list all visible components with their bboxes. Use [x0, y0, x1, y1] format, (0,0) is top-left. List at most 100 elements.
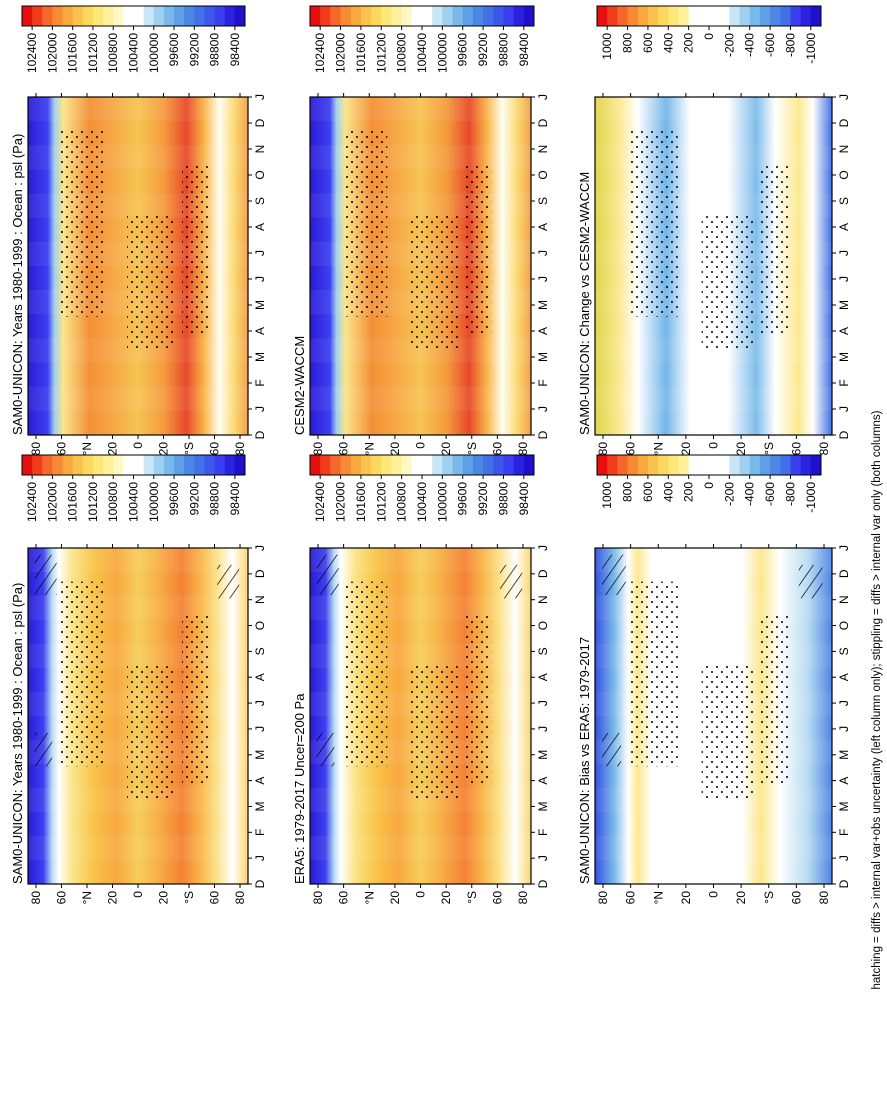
- panel-p1: 102400 102000 101600 101200 100800 100400 1000…: [10, 454, 267, 904]
- month-tick-label: F: [536, 379, 550, 386]
- colorbar-swatch: [371, 455, 382, 475]
- colorbar-swatch: [310, 455, 321, 475]
- stippling-region: [701, 215, 754, 351]
- month-tick-label: M: [837, 352, 851, 362]
- month-tick-label: O: [536, 170, 550, 179]
- month-tick-label: A: [253, 327, 267, 335]
- month-tick-label: S: [536, 197, 550, 205]
- colorbar-label: -400: [743, 482, 757, 506]
- colorbar-label: 99200: [476, 33, 490, 67]
- month-tick-label: D: [253, 430, 267, 439]
- colorbar-swatch: [617, 6, 628, 26]
- month-tick-label: J: [837, 276, 851, 282]
- lat-tick-label: 80: [311, 442, 325, 456]
- colorbar-swatch: [401, 6, 413, 26]
- colorbar-swatch: [678, 455, 690, 475]
- lat-tick-label: 20: [388, 891, 402, 905]
- colorbar-swatch: [523, 6, 535, 26]
- plot-p5: 80 60 °N 20 0 20 °S 60 80 D J F M A M J J A S O N D J SAM0-UNIC…: [577, 544, 851, 904]
- colorbar-swatch: [790, 6, 802, 26]
- colorbar-label: 101200: [374, 33, 388, 73]
- lat-tick-label: 60: [490, 891, 504, 905]
- colorbar-swatch: [513, 6, 525, 26]
- lat-tick-label: 80: [29, 442, 43, 456]
- colorbar-swatch: [729, 6, 740, 26]
- stippling-region: [127, 665, 176, 800]
- lat-tick-label: °S: [762, 891, 776, 904]
- colorbar-swatch: [62, 455, 74, 475]
- colorbar-swatch: [698, 455, 710, 475]
- colorbar-swatch: [22, 6, 33, 26]
- colorbar-swatch: [72, 455, 84, 475]
- colorbar-swatch: [32, 6, 43, 26]
- colorbar-swatch: [442, 455, 453, 475]
- stippling-region: [343, 581, 388, 767]
- colorbar-swatch: [627, 455, 639, 475]
- colorbar-label: 102000: [45, 33, 59, 73]
- stippling-region: [760, 164, 790, 334]
- hatching-region: [602, 732, 622, 767]
- colorbar-swatch: [72, 6, 84, 26]
- month-tick-label: J: [253, 250, 267, 256]
- lat-tick-label: 80: [596, 442, 610, 456]
- lat-tick-label: 0: [414, 442, 428, 449]
- stippling-region: [630, 581, 678, 767]
- month-tick-label: D: [837, 879, 851, 888]
- colorbar-label: 101200: [86, 482, 100, 522]
- colorbar-label: 99200: [187, 482, 201, 516]
- colorbar-label: -400: [743, 33, 757, 57]
- month-tick-label: J: [536, 545, 550, 551]
- month-tick-label: F: [253, 379, 267, 386]
- colorbar-label: 800: [621, 33, 635, 53]
- colorbar-label: 102400: [313, 33, 327, 73]
- colorbar-swatch: [709, 6, 720, 26]
- month-tick-label: J: [536, 406, 550, 412]
- hatching-region: [34, 732, 53, 767]
- lat-tick-label: 60: [490, 442, 504, 456]
- colorbar-label: 200: [682, 482, 696, 502]
- month-tick-label: F: [837, 829, 851, 836]
- colorbar-swatch: [759, 455, 771, 475]
- month-tick-label: J: [253, 94, 267, 100]
- month-tick-label: N: [536, 595, 550, 604]
- colorbar-swatch: [790, 455, 802, 475]
- colorbar-swatch: [749, 6, 761, 26]
- colorbar-swatch: [174, 455, 185, 475]
- colorbar-swatch: [607, 455, 618, 475]
- month-tick-label: J: [837, 726, 851, 732]
- colorbar-label: 102000: [334, 482, 348, 522]
- colorbar-label: 101600: [66, 33, 80, 73]
- colorbar-label: -1000: [804, 33, 818, 64]
- colorbar-label: 101200: [374, 482, 388, 522]
- colorbar-swatch: [523, 455, 535, 475]
- month-tick-label: J: [837, 545, 851, 551]
- colorbar-swatch: [184, 6, 195, 26]
- colorbar-label: 100400: [127, 33, 141, 73]
- colorbar-swatch: [749, 455, 761, 475]
- lat-tick-label: 20: [439, 442, 453, 456]
- stippling-region: [343, 130, 388, 317]
- month-tick-label: D: [536, 879, 550, 888]
- panel-p6: 1000 800 600 400 200 0 -200 -400 -600 -800 -100080…: [577, 5, 851, 456]
- lat-tick-label: 0: [414, 891, 428, 898]
- colorbar-label: 100400: [127, 482, 141, 522]
- colorbar-swatch: [204, 455, 215, 475]
- lat-tick-label: 0: [707, 442, 721, 449]
- colorbar-swatch: [340, 6, 352, 26]
- colorbar-swatch: [637, 6, 649, 26]
- colorbar-swatch: [483, 6, 494, 26]
- month-tick-label: M: [253, 352, 267, 362]
- colorbar-label: 100400: [415, 33, 429, 73]
- colorbar-swatch: [432, 6, 443, 26]
- colorbar-swatch: [194, 455, 205, 475]
- lat-tick-label: 80: [596, 891, 610, 905]
- panel-title: SAM0-UNICON: Years 1980-1999 : Ocean : p…: [10, 134, 25, 435]
- colorbar-label: 100400: [415, 482, 429, 522]
- lat-tick-label: 20: [734, 442, 748, 456]
- colorbar-label: -200: [722, 33, 736, 57]
- hatching-region: [316, 554, 339, 595]
- colorbar-swatch: [123, 455, 134, 475]
- month-tick-label: M: [837, 300, 851, 310]
- lat-tick-label: 20: [388, 442, 402, 456]
- month-tick-label: J: [837, 250, 851, 256]
